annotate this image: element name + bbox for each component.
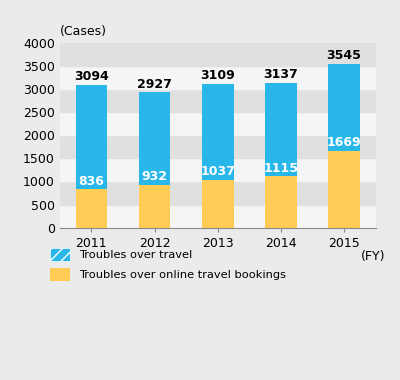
Bar <box>328 150 360 228</box>
Bar <box>265 176 297 228</box>
Text: 2927: 2927 <box>137 78 172 90</box>
Bar <box>76 189 107 228</box>
Bar <box>60 89 376 112</box>
Bar <box>60 182 376 204</box>
Bar <box>139 92 170 185</box>
Text: 3545: 3545 <box>327 49 362 62</box>
Text: 1115: 1115 <box>264 162 298 175</box>
Bar <box>328 64 360 150</box>
Bar <box>60 43 376 66</box>
Text: 1669: 1669 <box>327 136 362 149</box>
Legend: Troubles over travel, Troubles over online travel bookings: Troubles over travel, Troubles over onli… <box>50 248 286 281</box>
Bar <box>60 112 376 135</box>
Text: 836: 836 <box>78 175 104 188</box>
Text: (Cases): (Cases) <box>60 25 107 38</box>
Bar <box>265 83 297 176</box>
Text: 932: 932 <box>142 170 168 183</box>
Bar <box>202 84 234 180</box>
Bar <box>202 180 234 228</box>
Text: (FY): (FY) <box>361 250 385 263</box>
Bar <box>139 185 170 228</box>
Bar <box>60 66 376 89</box>
Bar <box>60 158 376 182</box>
Bar <box>76 85 107 189</box>
Bar <box>60 204 376 228</box>
Text: 3137: 3137 <box>264 68 298 81</box>
Text: 1037: 1037 <box>200 165 235 178</box>
Bar <box>60 135 376 158</box>
Text: 3094: 3094 <box>74 70 109 83</box>
Text: 3109: 3109 <box>200 69 235 82</box>
